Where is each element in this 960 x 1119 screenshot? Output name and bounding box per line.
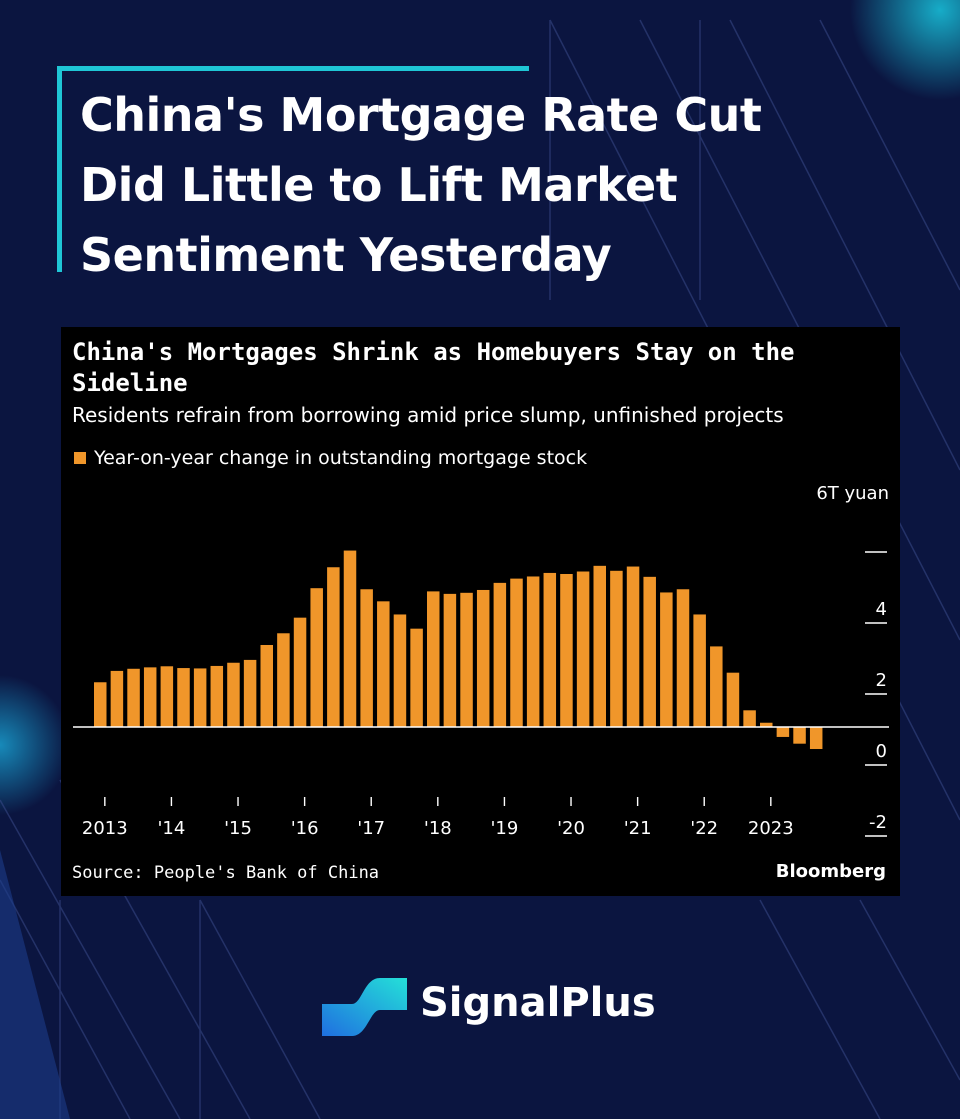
- x-tick-label: '17: [357, 818, 385, 839]
- bar: [493, 582, 507, 727]
- bar: [327, 567, 340, 727]
- bar: [610, 570, 623, 727]
- x-tick-label: '15: [224, 818, 252, 839]
- y-tick-label: 4: [876, 599, 887, 620]
- bar: [127, 668, 140, 727]
- x-tick-label: '22: [690, 818, 718, 839]
- bar: [560, 573, 573, 727]
- x-tick-label: '20: [557, 818, 585, 839]
- bar: [793, 727, 806, 744]
- bar: [476, 589, 490, 727]
- x-tick-label: 2013: [82, 818, 128, 839]
- bar: [543, 572, 557, 727]
- y-unit-label: 6T yuan: [816, 483, 889, 504]
- bar: [676, 589, 690, 727]
- bar: [460, 592, 473, 727]
- headline-accent-bar: [57, 66, 529, 71]
- bar: [593, 565, 606, 727]
- bar: [643, 576, 656, 727]
- bar: [277, 633, 290, 727]
- bar-series: [94, 550, 823, 750]
- bar: [210, 665, 224, 727]
- y-tick-label: 0: [876, 741, 887, 762]
- bar: [576, 571, 590, 727]
- legend-label: Year-on-year change in outstanding mortg…: [94, 447, 588, 469]
- y-tick-label: 2: [876, 670, 887, 691]
- bar: [343, 550, 357, 727]
- bar: [726, 672, 740, 727]
- bar: [410, 628, 423, 727]
- bar: [393, 614, 407, 727]
- bar: [243, 659, 257, 727]
- bar: [293, 617, 307, 727]
- bar: [510, 578, 523, 727]
- chart-title: China's Mortgages Shrink as Homebuyers S…: [72, 338, 795, 397]
- bar: [160, 666, 174, 727]
- chart-legend: Year-on-year change in outstanding mortg…: [74, 447, 587, 469]
- bar: [427, 591, 440, 727]
- bar: [260, 644, 273, 727]
- bar: [143, 667, 157, 727]
- bar: [110, 670, 124, 727]
- bar: [693, 614, 706, 727]
- x-tick-label: '21: [624, 818, 652, 839]
- x-tick-label: '19: [490, 818, 518, 839]
- bar: [360, 589, 373, 727]
- headline-accent-bar-left: [57, 66, 62, 272]
- bar: [177, 668, 190, 727]
- x-tick-label: 2023: [748, 818, 794, 839]
- bar: [526, 576, 540, 727]
- signalplus-logo-icon: [322, 978, 407, 1036]
- x-tick-label: '16: [291, 818, 319, 839]
- bar-chart-plot: 6T yuan 4 2 0 -2 2013 '14 '15 '16 '17 '18 '19 '20 '21…: [73, 483, 889, 839]
- bar: [809, 727, 823, 750]
- bar: [760, 722, 773, 727]
- bar: [743, 710, 756, 727]
- bar: [377, 601, 390, 727]
- y-tick-label: -2: [869, 812, 887, 833]
- chart-subtitle: Residents refrain from borrowing amid pr…: [72, 403, 784, 427]
- logo-wordmark: SignalPlus: [420, 980, 656, 1026]
- bar: [776, 727, 790, 737]
- bar: [193, 668, 207, 727]
- x-tick-label: '14: [157, 818, 185, 839]
- x-tick-label: '18: [424, 818, 452, 839]
- page-headline: China's Mortgage Rate Cut Did Little to …: [80, 88, 762, 282]
- bar: [660, 592, 673, 727]
- chart-brand: Bloomberg: [775, 861, 886, 882]
- bar: [443, 593, 457, 727]
- bar: [227, 662, 240, 727]
- bar: [626, 566, 640, 727]
- bar: [94, 682, 107, 727]
- chart-card: China's Mortgages Shrink as Homebuyers S…: [61, 327, 900, 896]
- bar: [710, 646, 723, 727]
- legend-swatch: [74, 452, 86, 464]
- chart-source: Source: People's Bank of China: [72, 863, 380, 883]
- bar: [310, 588, 323, 727]
